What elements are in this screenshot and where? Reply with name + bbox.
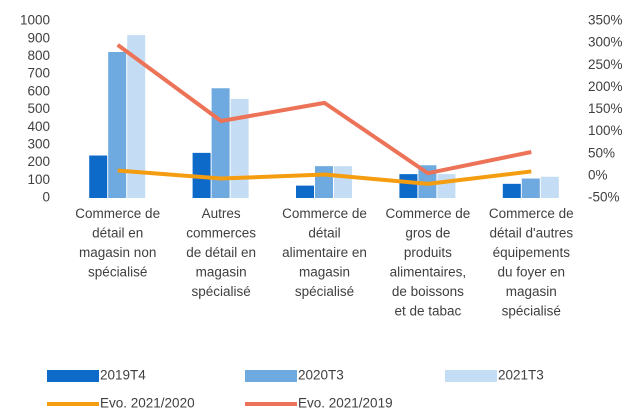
x-tick-label: Autres commerces de détail en magasin spécia… <box>186 206 256 299</box>
legend-label: Evo. 2021/2019 <box>298 396 393 410</box>
legend-swatch <box>445 370 497 382</box>
legend-label: 2019T4 <box>100 368 146 383</box>
y-tick-label: 500 <box>27 101 50 116</box>
y2-tick-label: 100% <box>588 123 623 138</box>
x-tick-label: Commerce de gros de produits alimentaires, d… <box>386 206 471 319</box>
y2-tick-label: 200% <box>588 79 623 94</box>
line <box>116 43 532 176</box>
y-tick-label: 1000 <box>20 13 50 28</box>
y-tick-label: 200 <box>27 154 50 169</box>
bar <box>108 51 127 198</box>
legend-label: 2020T3 <box>298 368 344 383</box>
bar <box>502 183 521 198</box>
y-tick-label: 900 <box>27 30 50 45</box>
y-tick-label: 800 <box>27 48 50 63</box>
y2-tick-label: 50% <box>588 145 615 160</box>
legend-label: 2021T3 <box>498 368 544 383</box>
y-tick-label: 100 <box>27 172 50 187</box>
bar <box>296 185 314 198</box>
y2-tick-label: 0% <box>588 167 608 182</box>
y2-tick-label: -50% <box>588 190 620 205</box>
bar <box>437 174 456 198</box>
bar <box>315 166 333 198</box>
y-tick-label: 700 <box>27 66 50 81</box>
bar <box>127 35 146 198</box>
x-tick-label: Commerce de détail en magasin non spécialis… <box>75 206 160 280</box>
line <box>117 168 532 186</box>
legend-swatch <box>47 370 99 382</box>
bar <box>230 98 249 198</box>
y-tick-label: 300 <box>27 136 50 151</box>
x-tick-label: Commerce de détail alimentaire en magasin sp… <box>282 206 367 299</box>
bar <box>399 174 418 198</box>
bar <box>211 88 230 198</box>
y2-tick-label: 150% <box>588 101 623 116</box>
bar <box>540 176 559 198</box>
bar <box>521 178 540 198</box>
y2-tick-label: 350% <box>588 13 623 28</box>
legend-label: Evo. 2021/2020 <box>100 396 195 410</box>
x-tick-label: Commerce de détail d'autres équipements du … <box>489 206 574 319</box>
y2-tick-label: 300% <box>588 35 623 50</box>
y-tick-label: 0 <box>42 190 50 205</box>
legend-swatch <box>245 370 297 382</box>
bar <box>89 155 108 198</box>
bar <box>334 166 352 198</box>
y2-tick-label: 250% <box>588 57 623 72</box>
y-tick-label: 400 <box>27 119 50 134</box>
y-tick-label: 600 <box>27 83 50 98</box>
